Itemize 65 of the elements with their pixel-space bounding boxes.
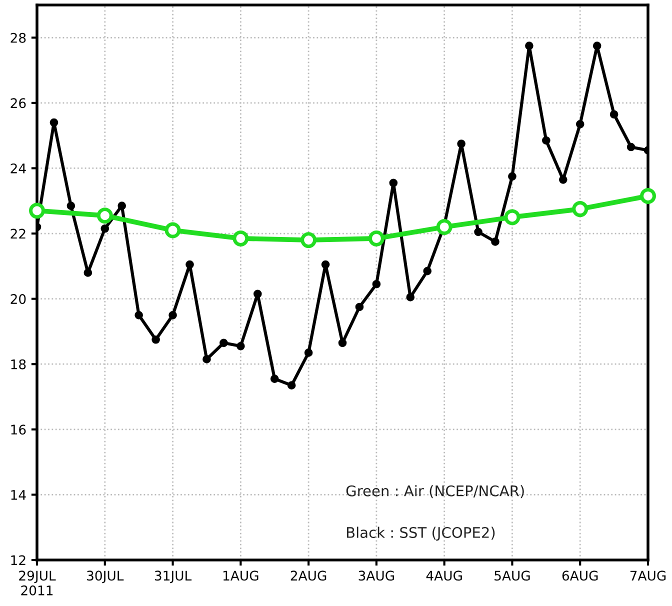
point: [29, 202, 45, 219]
point: [572, 201, 588, 218]
point: [134, 310, 143, 320]
point: [626, 142, 636, 152]
point: [491, 238, 500, 246]
point: [406, 293, 415, 302]
x-tick-label: 7AUG: [630, 570, 666, 581]
point: [152, 335, 160, 344]
point: [321, 260, 330, 269]
point: [423, 266, 432, 276]
x-tick-label: 1AUG: [223, 570, 258, 581]
point: [355, 302, 364, 312]
point: [186, 260, 194, 269]
x-tick-label: 4AUG: [426, 570, 462, 581]
x-tick-label: 2AUG: [290, 570, 326, 581]
point: [100, 224, 110, 233]
point: [525, 42, 534, 50]
point: [610, 110, 618, 119]
point: [640, 188, 656, 204]
x-tick-label: 6AUG: [562, 570, 598, 581]
point: [474, 228, 482, 236]
point: [50, 118, 58, 127]
point: [300, 232, 317, 248]
x-tick-label: 31JUL: [154, 570, 192, 584]
point: [220, 338, 228, 348]
point: [508, 172, 516, 181]
point: [270, 374, 279, 383]
y-tick-label: 16: [11, 424, 26, 435]
point: [338, 338, 347, 348]
point: [558, 175, 568, 184]
point: [66, 202, 76, 210]
annotation: Green : Air (NCEP/NCAR): [346, 485, 524, 498]
point: [168, 310, 177, 320]
y-tick-label: 24: [10, 163, 26, 174]
point: [236, 342, 245, 350]
point: [253, 290, 262, 298]
x-tick-label: 5AUG: [494, 570, 530, 581]
point: [576, 120, 584, 128]
annotation: Black : SST (JCOPE2): [346, 526, 495, 541]
y-tick-label: 14: [11, 490, 26, 500]
y-tick-label: 28: [10, 32, 26, 43]
y-tick-label: 20: [10, 294, 26, 304]
point: [372, 280, 381, 288]
point: [84, 268, 92, 277]
point: [389, 178, 398, 188]
x-tick-label: 3AUG: [358, 570, 394, 581]
x-tick-label: 30JUL: [87, 570, 124, 584]
point: [164, 222, 181, 238]
point: [592, 42, 602, 50]
point: [287, 381, 296, 390]
point: [232, 230, 249, 246]
point: [436, 219, 452, 235]
y-tick-label: 22: [10, 228, 26, 239]
point: [504, 209, 520, 226]
point: [304, 348, 313, 357]
x-tick-label: 29JUL 2011: [19, 570, 56, 596]
point: [368, 230, 384, 246]
y-tick-label: 26: [10, 98, 26, 108]
point: [457, 140, 466, 148]
point: [542, 136, 550, 145]
point: [202, 355, 211, 364]
point: [118, 202, 126, 210]
y-tick-label: 12: [11, 555, 26, 566]
y-tick-label: 18: [11, 359, 26, 370]
point: [96, 208, 113, 224]
